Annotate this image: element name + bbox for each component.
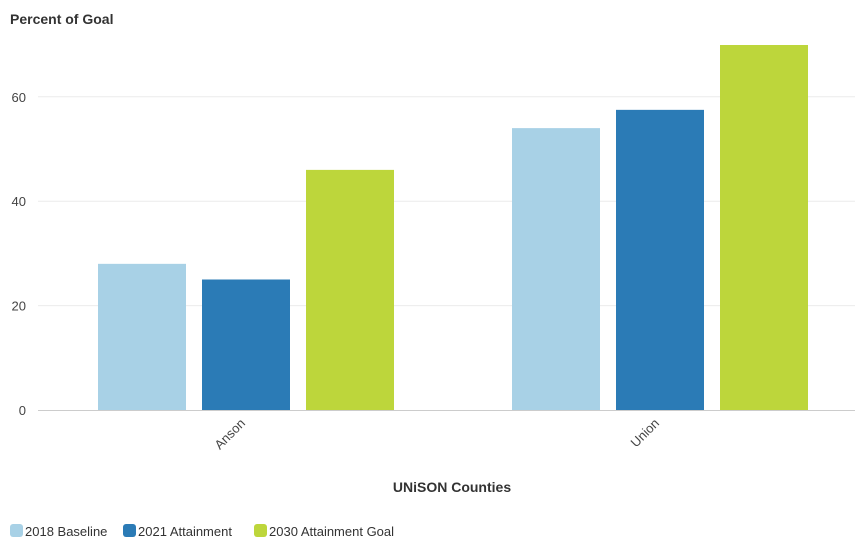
x-tick-label: Union [627, 416, 662, 451]
legend-label: 2018 Baseline [25, 524, 107, 539]
bar [306, 169, 394, 410]
bar [98, 263, 186, 410]
y-tick-label: 40 [12, 194, 26, 209]
y-tick-label: 60 [12, 90, 26, 105]
legend-label: 2030 Attainment Goal [269, 524, 394, 539]
y-axis-ticks: 0 20 40 60 [12, 90, 26, 418]
legend: 2018 Baseline 2021 Attainment 2030 Attainm… [10, 524, 394, 539]
bars [98, 45, 808, 410]
bar [720, 45, 808, 410]
y-tick-label: 0 [19, 403, 26, 418]
x-axis-title: UNiSON Counties [393, 479, 511, 495]
x-axis-ticks: Anson Union [211, 416, 662, 453]
legend-swatch [123, 524, 136, 537]
bar [616, 109, 704, 410]
y-axis-title: Percent of Goal [10, 11, 113, 27]
x-tick-label: Anson [211, 416, 248, 453]
legend-swatch [10, 524, 23, 537]
bar [202, 279, 290, 410]
legend-swatch [254, 524, 267, 537]
bar [512, 128, 600, 410]
y-tick-label: 20 [12, 299, 26, 314]
legend-label: 2021 Attainment [138, 524, 232, 539]
